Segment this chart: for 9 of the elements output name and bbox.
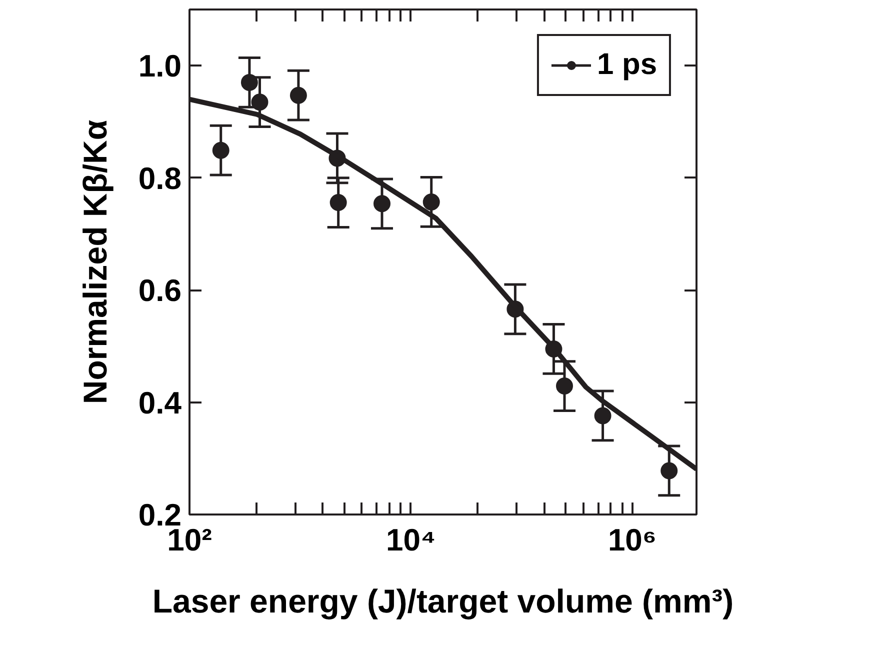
y-tick-label: 1.0 — [138, 48, 182, 84]
x-tick-label: 10⁴ — [386, 522, 436, 558]
x-tick-label: 10⁶ — [608, 522, 657, 558]
x-axis-title: Laser energy (J)/target volume (mm³) — [152, 582, 734, 620]
y-tick-label: 0.8 — [138, 160, 182, 196]
legend-label: 1 ps — [596, 48, 657, 82]
y-tick-label: 0.4 — [138, 385, 182, 420]
y-axis-title: Normalized Kβ/Kα — [76, 120, 114, 404]
y-tick-label: 0.6 — [138, 273, 182, 308]
